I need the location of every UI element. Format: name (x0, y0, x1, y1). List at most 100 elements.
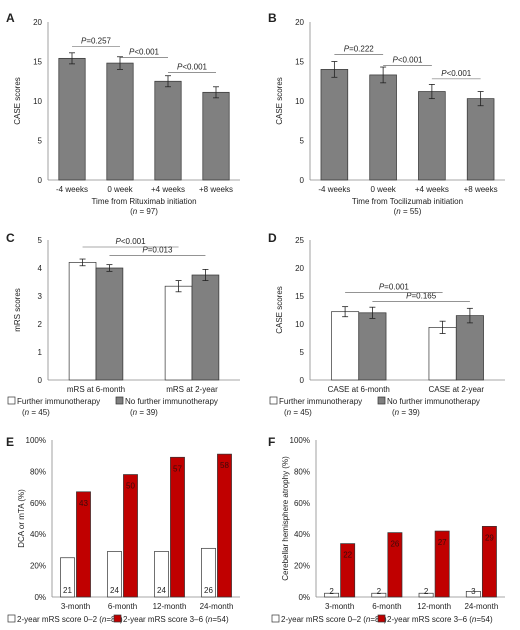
p-value-label: P=0.001 (379, 283, 410, 292)
data-label: 26 (390, 540, 399, 549)
data-label: 22 (343, 551, 352, 560)
y-tick-label: 0 (38, 376, 43, 385)
bar (371, 592, 387, 598)
bar (324, 592, 340, 598)
bar (154, 80, 182, 181)
legend-label: No further immunotherapy (387, 397, 480, 406)
y-axis-title: CASE scores (275, 286, 284, 334)
x-tick-label: 0 week (107, 185, 133, 194)
legend: Further immunotherapy (n = 45) No further … (7, 396, 218, 417)
y-tick-label: 5 (300, 348, 305, 357)
bar (331, 311, 360, 381)
y-tick-label: 0% (298, 593, 310, 602)
x-tick-label: -4 weeks (318, 185, 350, 194)
legend-label: 2-year mRS score 0–2 (n=83) (281, 615, 387, 624)
legend-label: Further immunotherapy (279, 397, 362, 406)
panel-b: B 0 5 10 15 20 CASE scores -4 weeks 0 week +4 wee… (268, 11, 505, 216)
bar (320, 69, 349, 181)
y-tick-label: 10 (295, 320, 304, 329)
panel-e: E 0% 20% 40% 60% 80% 100% DCA or mTA (%) 3-month… (6, 435, 240, 624)
panel-f: F 0% 20% 40% 60% 80% 100% Cerebellar hemisphere… (268, 435, 505, 624)
data-label: 3 (471, 587, 476, 596)
y-tick-label: 0 (38, 176, 43, 185)
y-axis-title: Cerebellar hemisphere atrophy (%) (281, 456, 290, 581)
y-tick-label: 0 (300, 376, 305, 385)
x-tick-label: 3-month (61, 602, 90, 611)
bar (170, 456, 185, 598)
x-axis-subtitle: (n = 97) (130, 207, 158, 216)
p-value-label: P=0.257 (81, 36, 112, 45)
bar (60, 557, 75, 598)
y-tick-label: 5 (38, 236, 43, 245)
y-tick-label: 40% (294, 530, 310, 539)
bar (154, 551, 169, 598)
data-label: 26 (204, 586, 213, 595)
legend-sublabel: (n = 45) (284, 408, 312, 417)
data-label: 2 (377, 587, 382, 596)
y-axis-title: CASE scores (275, 77, 284, 125)
data-label: 2 (424, 587, 429, 596)
y-tick-label: 1 (38, 348, 43, 357)
p-value-label: P=0.165 (406, 292, 437, 301)
y-tick-label: 60% (294, 499, 310, 508)
p-value-label: P=0.013 (142, 245, 173, 254)
x-tick-label: 6-month (108, 602, 137, 611)
y-tick-label: 15 (33, 58, 42, 67)
data-label: 27 (438, 538, 447, 547)
panel-c: C 0 1 2 3 4 5 mRS scores mRS at 6-month mRS at 2-… (6, 231, 240, 417)
data-label: 24 (110, 586, 119, 595)
legend-swatch (7, 396, 16, 405)
x-tick-label: +8 weeks (199, 185, 233, 194)
legend-sublabel: (n = 39) (130, 408, 158, 417)
x-tick-label: mRS at 6-month (67, 385, 125, 394)
bar (369, 74, 397, 181)
bar (76, 491, 91, 598)
legend-swatch (269, 396, 278, 405)
data-label: 50 (126, 482, 135, 491)
data-label: 29 (485, 533, 494, 542)
x-tick-label: CASE at 6-month (328, 385, 390, 394)
bar (418, 592, 434, 598)
bar (387, 532, 403, 598)
x-tick-label: +4 weeks (151, 185, 185, 194)
x-tick-label: 0 week (370, 185, 396, 194)
x-tick-label: 24-month (200, 602, 234, 611)
y-tick-label: 20% (294, 562, 310, 571)
y-tick-label: 20 (295, 18, 304, 27)
y-axis-title: CASE scores (13, 77, 22, 125)
panel-letter-e: E (6, 435, 14, 449)
legend-label: 2-year mRS score 0–2 (n=83) (17, 615, 123, 624)
x-tick-label: +4 weeks (415, 185, 449, 194)
x-tick-label: -4 weeks (56, 185, 88, 194)
bar (428, 327, 457, 381)
bar (217, 453, 232, 598)
legend-swatch (7, 614, 16, 623)
bar (68, 262, 97, 381)
panel-letter-f: F (268, 435, 275, 449)
x-tick-label: mRS at 2-year (166, 385, 218, 394)
data-label: 58 (220, 461, 229, 470)
p-value-label: P<0.001 (129, 48, 160, 57)
y-tick-label: 3 (38, 292, 43, 301)
y-tick-label: 20 (33, 18, 42, 27)
y-tick-label: 10 (33, 97, 42, 106)
panel-letter-b: B (268, 11, 277, 25)
y-axis-title: mRS scores (13, 288, 22, 332)
panel-letter-d: D (268, 231, 277, 245)
legend-swatch (115, 396, 124, 405)
y-tick-label: 20 (295, 264, 304, 273)
y-tick-label: 0% (34, 593, 46, 602)
bar (106, 62, 134, 181)
y-tick-label: 60% (30, 499, 46, 508)
x-tick-label: +8 weeks (464, 185, 498, 194)
bar (481, 525, 497, 598)
x-tick-label: 12-month (153, 602, 187, 611)
data-label: 57 (173, 464, 182, 473)
x-axis-subtitle: (n = 55) (394, 207, 422, 216)
legend-label: No further immunotherapy (125, 397, 218, 406)
bar (202, 91, 230, 181)
p-value-label: P<0.001 (177, 63, 208, 72)
y-tick-label: 0 (300, 176, 305, 185)
bar (107, 551, 122, 598)
p-value-label: P=0.222 (344, 44, 375, 53)
